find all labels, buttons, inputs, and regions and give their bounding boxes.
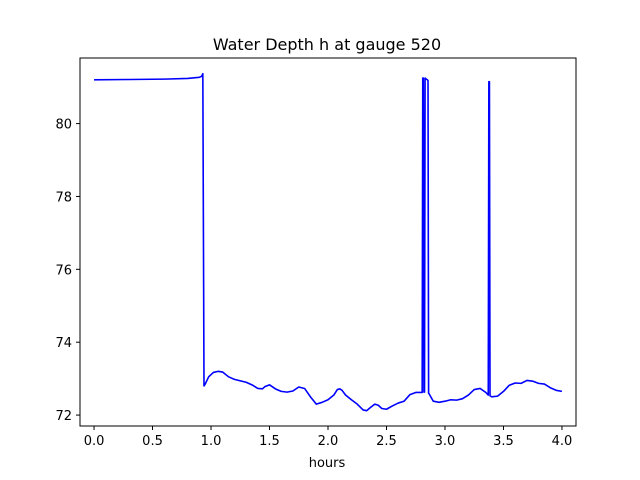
x-tick-label: 1.0 [201, 434, 222, 449]
y-tick-label: 76 [55, 263, 72, 278]
x-tick-label: 2.5 [376, 434, 397, 449]
y-tick-label: 72 [55, 409, 72, 424]
chart-title: Water Depth h at gauge 520 [213, 35, 441, 54]
x-tick-label: 2.0 [318, 434, 339, 449]
x-tick-label: 4.0 [552, 434, 573, 449]
x-axis-label: hours [309, 456, 346, 471]
plot-frame [79, 57, 577, 427]
x-tick-label: 0.0 [84, 434, 105, 449]
y-tick-label: 80 [55, 118, 72, 133]
x-tick-label: 0.5 [142, 434, 163, 449]
x-tick-label: 1.5 [259, 434, 280, 449]
y-tick-label: 78 [55, 190, 72, 205]
x-tick-label: 3.0 [435, 434, 456, 449]
x-tick-label: 3.5 [493, 434, 514, 449]
series-line-0 [94, 72, 563, 412]
plot-area: 0.0 0.5 1.0 1.5 2.0 2.5 3.0 3.5 4.0 72 74 76 78 80 [55, 57, 577, 449]
y-tick-label: 74 [55, 336, 72, 351]
